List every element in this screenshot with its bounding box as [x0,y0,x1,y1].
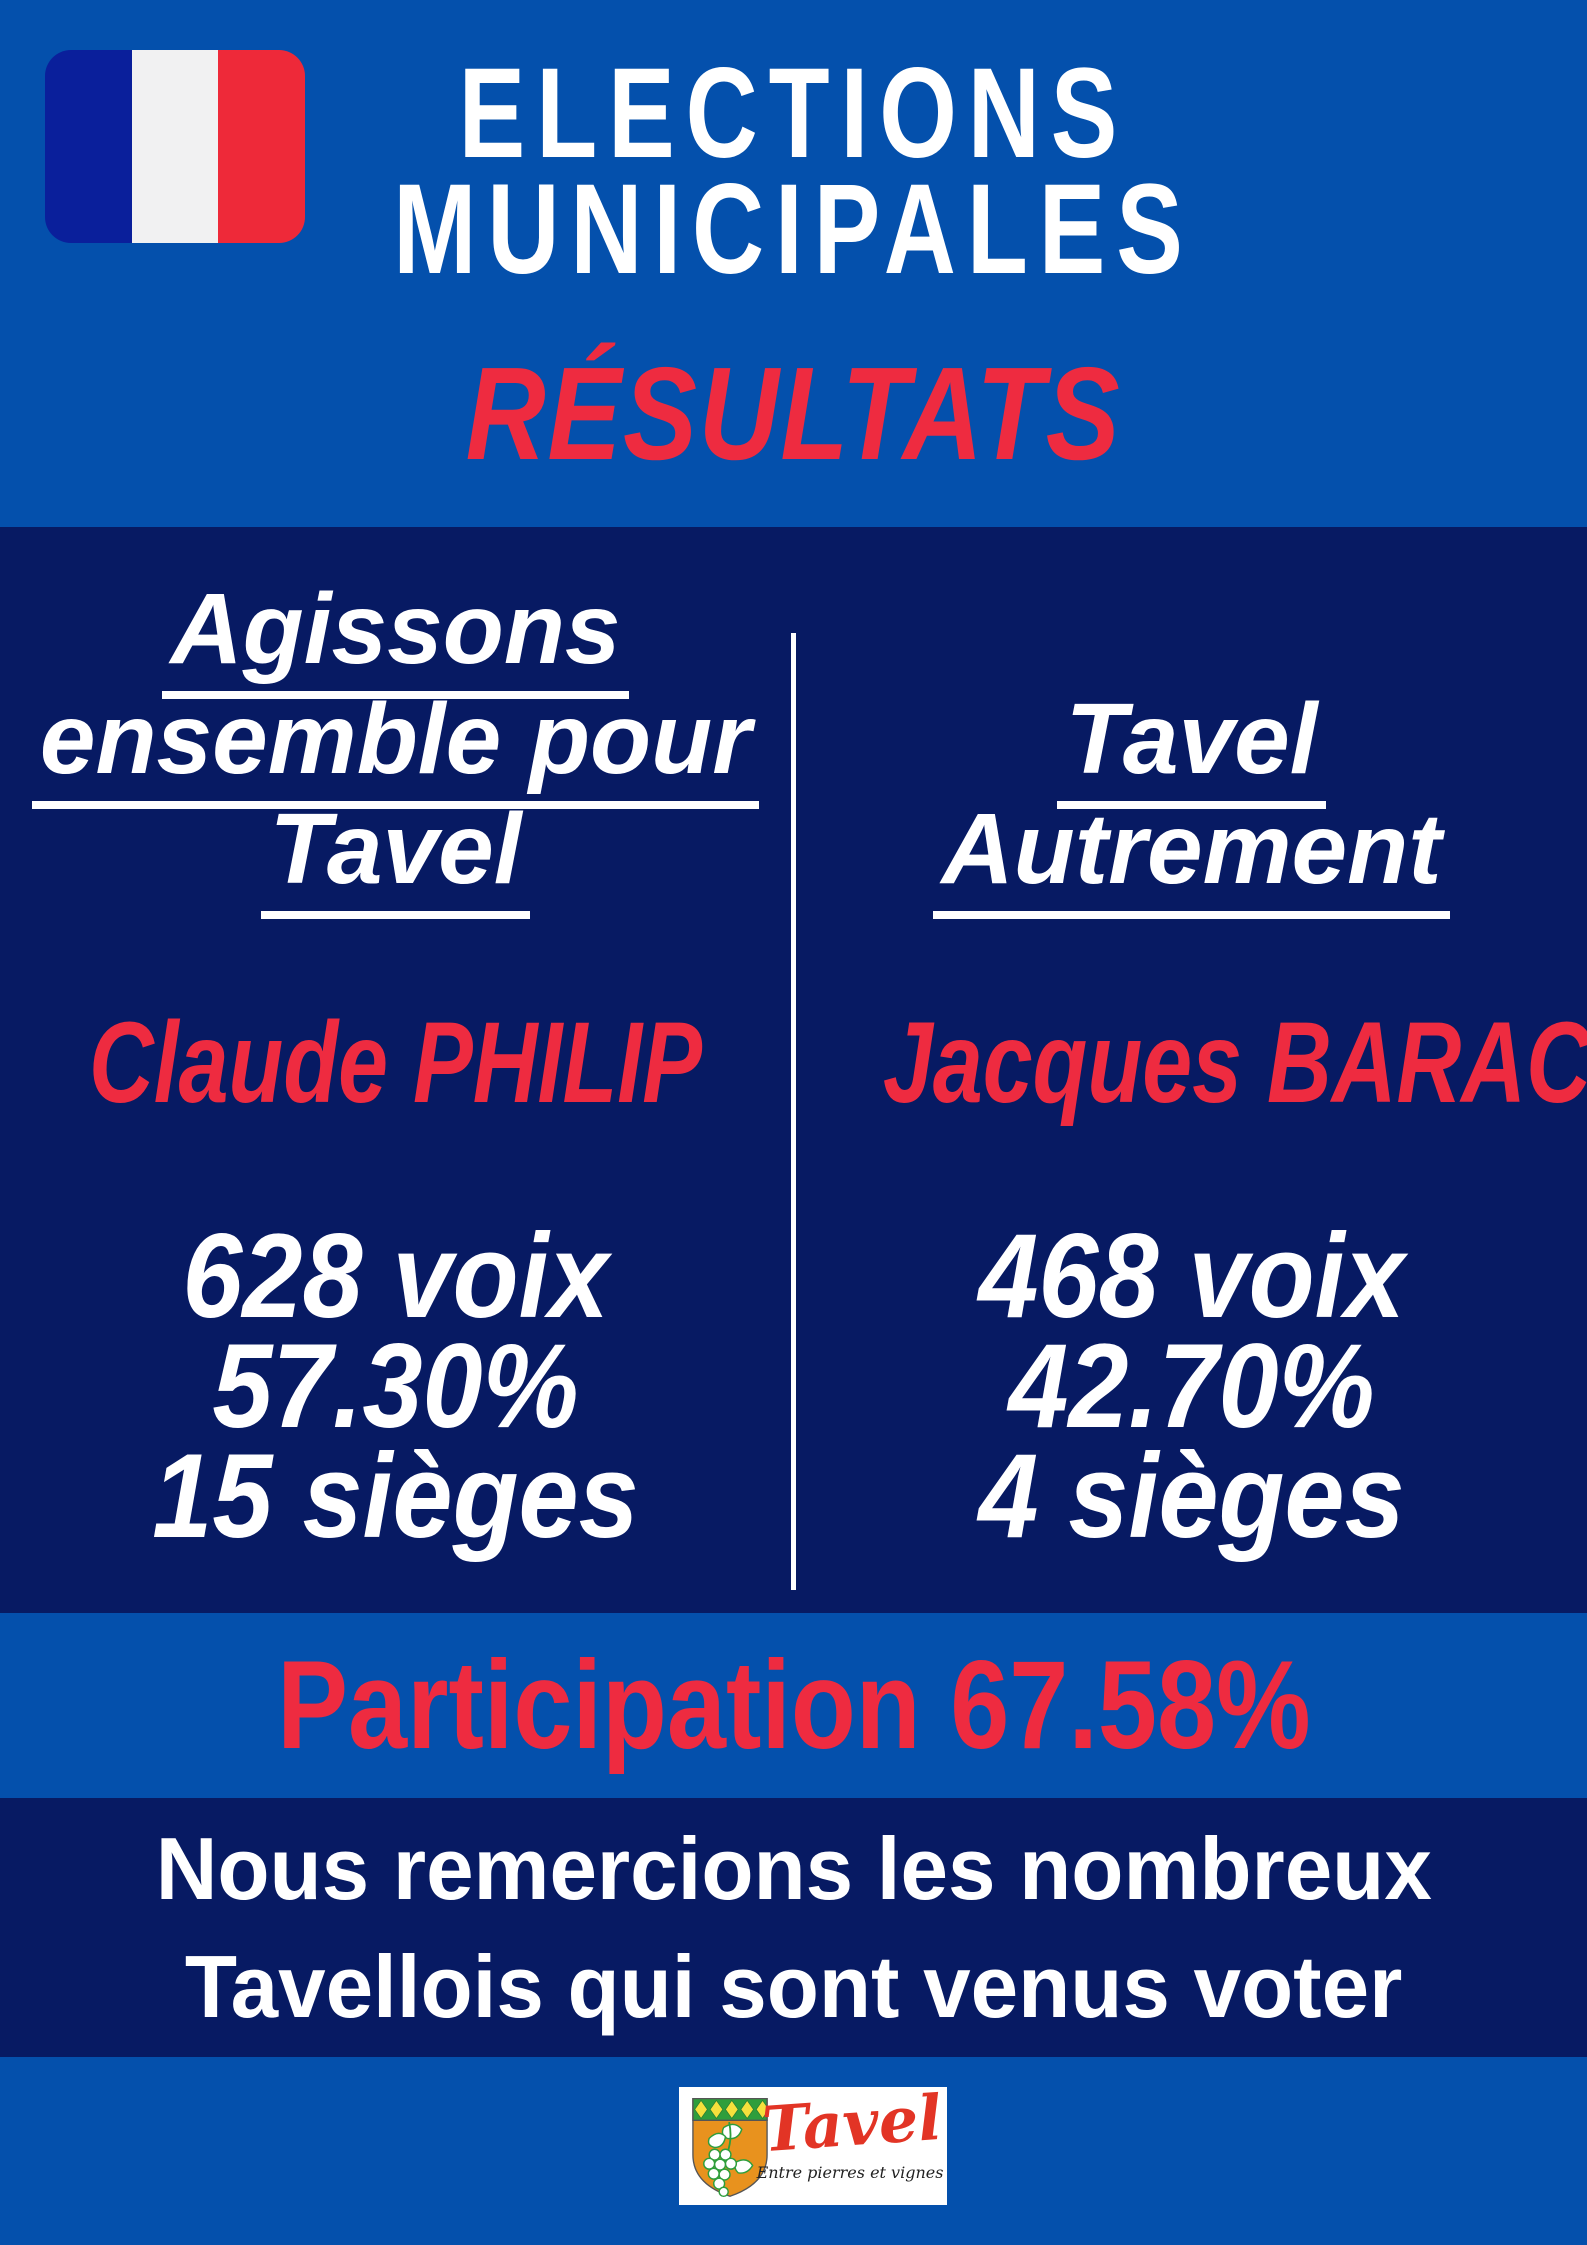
left-list-name-line2: ensemble pour [0,689,791,809]
left-list-name-line3: Tavel [0,799,791,919]
flag-red-band [218,50,305,243]
column-divider [791,633,796,1590]
header-section: ELECTIONS MUNICIPALES RÉSULTATS [0,0,1587,527]
left-list-name-line1: Agissons [0,579,791,699]
left-percent: 57.30% [212,1319,579,1453]
results-subtitle: RÉSULTATS [465,340,1122,487]
left-seats: 15 sièges [152,1429,639,1563]
right-votes: 468 voix [978,1209,1405,1343]
column-tavel-autrement: Tavel Autrement Jacques BARAC 468 voix 4… [796,527,1587,1613]
footer-section: Tavel Entre pierres et vignes [0,2057,1587,2245]
tavel-logo: Tavel Entre pierres et vignes [679,2087,947,2205]
page-title-line2: MUNICIPALES [393,158,1194,301]
thanks-line1: Nous remercions les nombreux [155,1818,1432,1918]
tavel-coat-of-arms-icon [692,2097,770,2198]
flag-white-band [131,50,219,243]
results-section: Agissons ensemble pour Tavel Claude PHIL… [0,527,1587,1613]
france-flag-icon [45,50,305,243]
flag-blue-band [45,50,132,243]
right-candidate-name: Jacques BARAC [883,999,1587,1127]
tavel-logo-tagline: Entre pierres et vignes [756,2163,944,2182]
right-list-name-line2: Autrement [796,799,1587,919]
page-title-line1: ELECTIONS [458,42,1129,185]
right-list-name-line1: Tavel [796,689,1587,809]
thanks-line2: Tavellois qui sont venus voter [184,1936,1403,2036]
left-candidate-name: Claude PHILIP [88,999,703,1127]
column-agissons-ensemble-pour-tavel: Agissons ensemble pour Tavel Claude PHIL… [0,527,791,1613]
tavel-logo-wordmark: Tavel [759,2087,944,2167]
participation-label: Participation 67.58% [276,1636,1311,1775]
right-seats: 4 sièges [978,1429,1405,1563]
left-votes: 628 voix [182,1209,609,1343]
participation-section: Participation 67.58% [0,1613,1587,1798]
thanks-section: Nous remercions les nombreux Tavellois q… [0,1798,1587,2057]
right-percent: 42.70% [1008,1319,1375,1453]
